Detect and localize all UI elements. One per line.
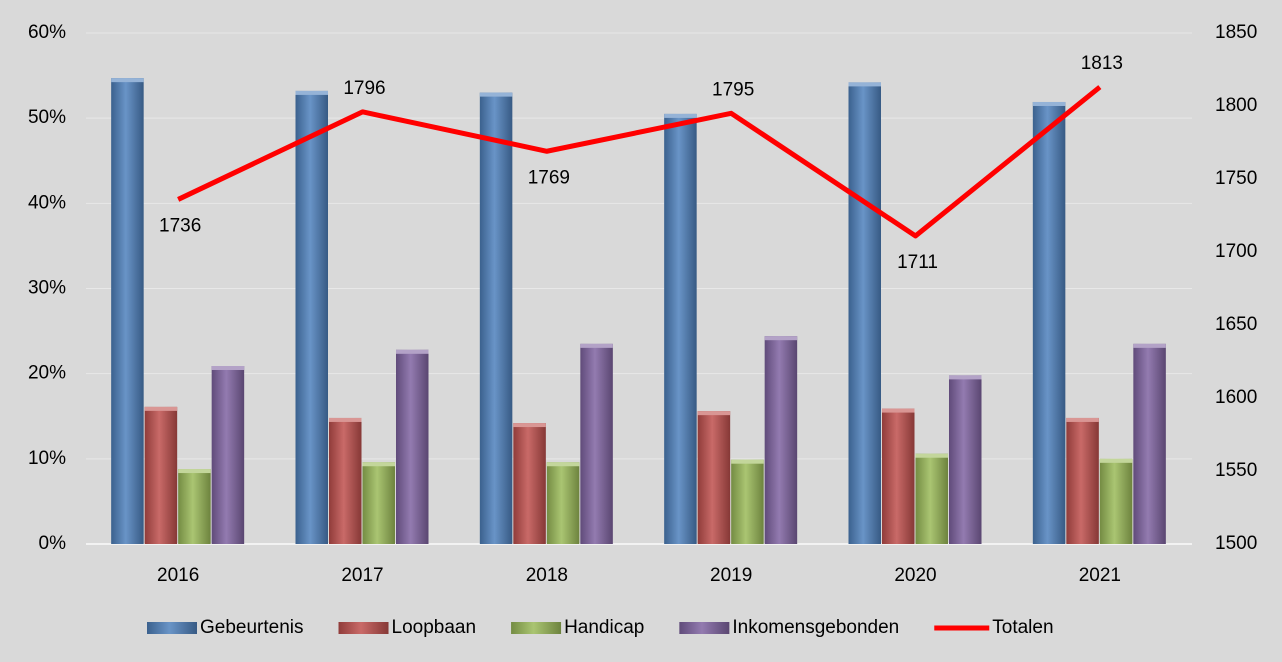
bar-top [697,411,731,416]
bar-top [1099,458,1133,463]
bar-top [362,462,395,467]
bar-top [731,459,764,464]
bar-top [580,343,613,348]
bar [915,453,948,544]
bar [546,462,580,544]
legend-label: Inkomensgebonden [732,617,899,638]
y2-tick-label: 1550 [1215,460,1257,481]
bar [295,90,328,544]
y-tick-label: 30% [28,278,66,299]
bar [882,408,915,544]
data-label: 1711 [897,252,938,273]
bar-top [915,453,948,458]
bar-top [664,113,697,118]
legend-label: Gebeurtenis [200,617,304,638]
bar-top [1133,343,1166,348]
x-tick-label: 2021 [1079,565,1121,586]
data-label: 1813 [1081,53,1123,74]
y2-tick-label: 1500 [1215,533,1257,554]
y2-tick-label: 1800 [1215,95,1257,116]
bar-top [882,408,915,413]
legend-label: Handicap [564,617,644,638]
bar-top [764,336,798,341]
bar-top [949,375,982,380]
legend-label: Loopbaan [392,617,477,638]
legend-swatch [338,622,389,634]
bar [178,469,211,544]
bar-top [546,462,580,467]
y-tick-label: 40% [28,192,66,213]
y-tick-label: 20% [28,363,66,384]
data-label: 1769 [528,167,570,188]
bar [949,375,982,544]
bar-top [848,82,881,87]
y2-tick-label: 1750 [1215,168,1257,189]
bar [764,336,798,544]
bar [848,82,881,544]
legend-swatch [147,622,197,634]
bar [1099,458,1133,544]
bar [1066,417,1099,544]
bar-top [396,349,429,354]
bar-top [329,417,362,422]
bar [580,343,613,544]
bar-top [513,423,546,428]
legend-swatch [679,622,730,634]
bar [396,349,429,544]
y2-tick-label: 1700 [1215,241,1257,262]
bar [697,411,731,544]
legend-label: Totalen [992,617,1053,638]
bar-top [479,92,513,97]
y-tick-label: 50% [28,107,66,128]
bar [479,92,513,544]
x-tick-label: 2020 [894,565,936,586]
x-tick-label: 2017 [341,565,383,586]
bar-top [144,406,178,411]
bar [329,417,362,544]
bar [664,113,697,545]
line [177,85,1102,239]
x-tick-label: 2019 [710,565,752,586]
bar [731,459,764,544]
bar [1133,343,1166,544]
y-tick-label: 10% [28,448,66,469]
bar-top [1066,417,1099,422]
bar-top [111,78,144,83]
data-label: 1736 [159,215,201,236]
y-tick-label: 0% [39,533,67,554]
bar [211,366,245,544]
bar-top [178,469,211,474]
y-tick-label: 60% [28,22,66,43]
x-tick-label: 2016 [157,565,199,586]
data-label: 1795 [712,79,754,100]
y2-tick-label: 1850 [1215,22,1257,43]
bar [111,78,144,544]
bar-top [211,366,245,371]
bar [1032,101,1066,545]
bar [513,423,546,544]
x-tick-label: 2018 [526,565,568,586]
bar [362,462,395,544]
bar [144,406,178,544]
bar-top [295,90,328,95]
y2-tick-label: 1650 [1215,314,1257,335]
data-label: 1796 [343,78,385,99]
y2-tick-label: 1600 [1215,387,1257,408]
legend-swatch [511,622,562,634]
bar-top [1032,101,1066,106]
